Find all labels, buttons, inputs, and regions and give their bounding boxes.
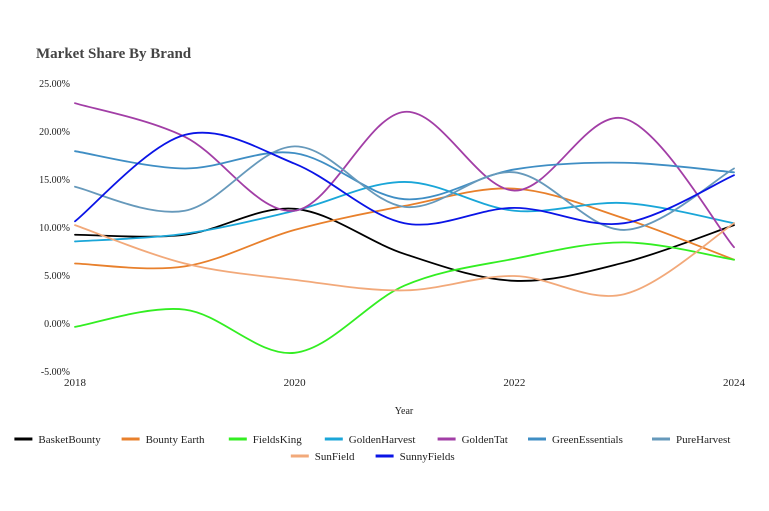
legend-label: SunnyFields <box>400 451 455 463</box>
legend-label: FieldsKing <box>253 434 302 446</box>
series-line-basketbounty <box>74 207 735 282</box>
series-line-pureharvest <box>74 145 735 231</box>
x-axis-label: Year <box>395 406 414 417</box>
legend: BasketBounty Bounty Earth FieldsKing Golden… <box>14 434 730 463</box>
legend-label: GoldenHarvest <box>349 434 416 446</box>
series-line-bounty-earth <box>74 187 735 270</box>
y-tick-label: 10.00% <box>39 223 70 234</box>
y-tick-label: 15.00% <box>39 175 70 186</box>
x-tick-label: 2020 <box>284 377 307 389</box>
x-tick-label: 2022 <box>503 377 525 389</box>
legend-item[interactable]: GreenEssentials <box>528 434 623 446</box>
series-lines <box>74 102 735 354</box>
legend-item[interactable]: GoldenTat <box>437 434 508 446</box>
legend-item[interactable]: FieldsKing <box>228 434 302 446</box>
legend-item[interactable]: BasketBounty <box>14 434 101 446</box>
x-tick-label: 2024 <box>723 377 746 389</box>
legend-item[interactable]: PureHarvest <box>652 434 730 446</box>
legend-label: BasketBounty <box>38 434 101 446</box>
legend-item[interactable]: SunnyFields <box>375 451 455 463</box>
legend-label: Bounty Earth <box>146 434 205 446</box>
series-line-sunnyfields <box>74 131 735 226</box>
legend-label: SunField <box>315 451 355 463</box>
legend-item[interactable]: SunField <box>290 451 355 463</box>
legend-item[interactable]: GoldenHarvest <box>324 434 416 446</box>
legend-item[interactable]: Bounty Earth <box>121 434 205 446</box>
x-axis-ticks: 2018 2020 2022 2024 <box>64 377 746 389</box>
legend-label: GreenEssentials <box>552 434 623 446</box>
series-line-sunfield <box>74 222 735 297</box>
legend-label: GoldenTat <box>462 434 508 446</box>
y-tick-label: -5.00% <box>41 367 70 378</box>
y-tick-label: 25.00% <box>39 79 70 90</box>
x-tick-label: 2018 <box>64 377 87 389</box>
y-tick-label: 20.00% <box>39 127 70 138</box>
y-axis-ticks: -5.00% 0.00% 5.00% 10.00% 15.00% 20.00% 25.00% <box>39 79 70 378</box>
legend-label: PureHarvest <box>676 434 730 446</box>
series-line-goldentat <box>74 102 735 249</box>
chart-title: Market Share By Brand <box>36 46 192 62</box>
series-line-fieldsking <box>74 241 735 354</box>
series-line-greenessentials <box>74 150 735 201</box>
y-tick-label: 0.00% <box>44 319 70 330</box>
y-tick-label: 5.00% <box>44 271 70 282</box>
series-line-goldenharvest <box>74 181 735 243</box>
